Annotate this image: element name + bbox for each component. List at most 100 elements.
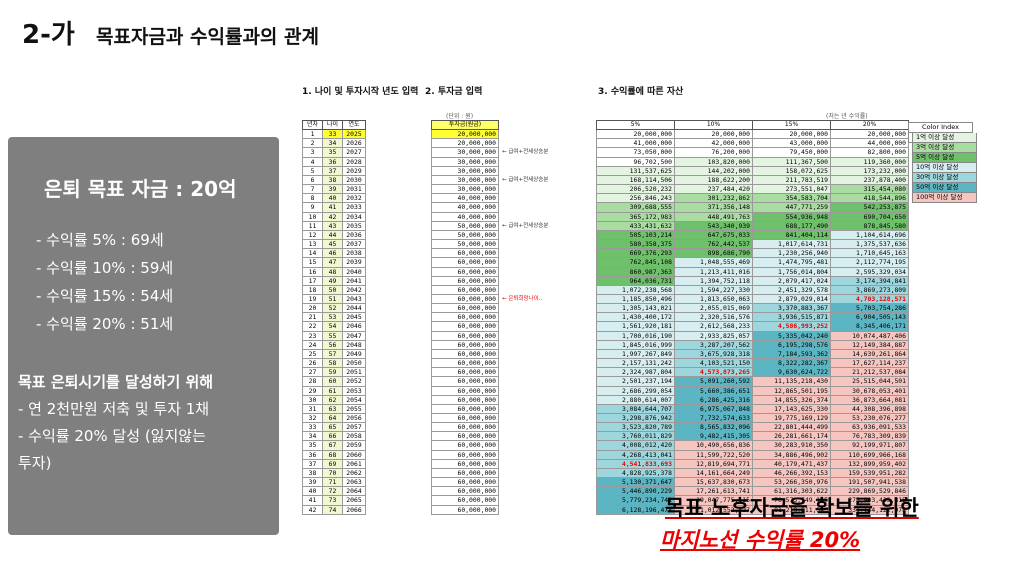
age-cell: 47 (322, 257, 343, 268)
investment-note: ← 급여+전세상승분 (502, 176, 549, 183)
col-header: 나이 (322, 119, 343, 131)
table-row: 60,000,000 (431, 303, 499, 314)
table-row: 60,000,000 (431, 257, 499, 268)
table-row: 40,000,000 (431, 211, 499, 222)
table-row: 60,000,000 (431, 248, 499, 259)
year-cell: 2041 (342, 275, 366, 286)
year-cell: 2059 (342, 440, 366, 451)
asset-cell: 4,586,993,252 (752, 321, 831, 332)
rate-line: - 수익률 15% : 54세 (36, 287, 174, 305)
year-index-cell: 16 (302, 266, 323, 277)
asset-cell: 44,000,000 (830, 138, 909, 149)
investment-cell: 60,000,000 (431, 339, 499, 350)
table-row: 5,446,890,229 17,261,613,741 61,316,303,62… (596, 486, 909, 497)
page-title: 목표자금과 수익률과의 관계 (96, 26, 319, 48)
table-row: 1,845,016,999 3,287,207,562 6,195,298,576 1… (596, 339, 909, 350)
asset-cell: 2,880,614,007 (596, 394, 675, 405)
asset-cell: 1,104,614,696 (830, 229, 909, 241)
asset-cell: 14,639,261,864 (830, 348, 909, 360)
year-index-cell: 25 (302, 348, 323, 360)
investment-cell: 60,000,000 (431, 330, 499, 341)
asset-cell: 82,800,000 (830, 147, 909, 158)
asset-cell: 21,212,537,084 (830, 367, 909, 378)
age-cell: 60 (322, 376, 343, 387)
year-index-cell: 5 (302, 165, 323, 176)
asset-cell: 433,431,632 (596, 220, 675, 231)
asset-cell: 418,544,896 (830, 193, 909, 204)
year-cell: 2054 (342, 394, 366, 405)
table-row: 1,997,267,849 3,675,928,318 7,184,593,362 1… (596, 348, 909, 360)
age-cell: 56 (322, 339, 343, 350)
asset-cell: 14,855,326,374 (752, 394, 831, 405)
table-row: 1,561,920,181 2,612,568,233 4,586,993,252 8… (596, 321, 909, 332)
table-row: 60,000,000 (431, 467, 499, 479)
investment-cell: 60,000,000 (431, 376, 499, 387)
unit-label: (단위 : 원) (446, 113, 474, 120)
asset-cell: 111,367,500 (752, 156, 831, 167)
conclusion-line-2: 마지노선 수익률 20% (660, 528, 861, 552)
table-row: 206,520,232 237,484,420 273,551,047 315,454… (596, 184, 909, 195)
age-cell: 50 (322, 284, 343, 295)
age-cell: 73 (322, 495, 343, 506)
section-number: 2-가 (22, 20, 75, 50)
asset-cell: 40,179,471,437 (752, 458, 831, 469)
age-cell: 72 (322, 486, 343, 497)
color-index-item: 3억 이상 달성 (912, 143, 977, 153)
asset-cell: 43,000,000 (752, 138, 831, 149)
year-index-cell: 30 (302, 394, 323, 405)
asset-cell: 762,442,537 (674, 239, 753, 250)
table-row: 60,000,000 (431, 412, 499, 424)
asset-cell: 8,345,406,171 (830, 321, 909, 332)
table-row: 29 61 2053 (302, 385, 366, 396)
asset-cell: 2,933,825,057 (674, 330, 753, 341)
year-cell: 2063 (342, 477, 366, 488)
table-row: 96,702,500 103,820,000 111,367,500 119,360,… (596, 156, 909, 167)
asset-cell: 301,232,862 (674, 193, 753, 204)
table-row: 60,000,000 (431, 266, 499, 277)
asset-cell: 229,869,529,846 (830, 486, 909, 497)
table-row: 60,000,000 (431, 293, 499, 305)
year-index-cell: 40 (302, 486, 323, 497)
asset-cell: 5,703,754,286 (830, 303, 909, 314)
asset-cell: 1,997,267,849 (596, 348, 675, 360)
asset-cell: 1,305,143,021 (596, 303, 675, 314)
investment-cell: 40,000,000 (431, 202, 499, 213)
asset-cell: 22,801,444,499 (752, 422, 831, 433)
table-row: 6,128,196,478 21,012,552,627 81,219,811,54… (596, 504, 909, 515)
investment-cell: 60,000,000 (431, 303, 499, 314)
table-row: 21 53 2045 (302, 312, 366, 323)
asset-cell: 1,048,555,469 (674, 257, 753, 268)
asset-cell: 275,903,435,815 (830, 495, 909, 506)
table-row: 8 40 2032 (302, 193, 366, 204)
table-row: 5,130,371,647 15,637,830,673 53,266,350,97… (596, 477, 909, 488)
year-index-cell: 18 (302, 284, 323, 295)
asset-cell: 2,501,237,194 (596, 376, 675, 387)
investment-cell: 60,000,000 (431, 248, 499, 259)
table-row: 60,000,000 (431, 348, 499, 360)
year-index-cell: 35 (302, 440, 323, 451)
asset-cell: 331,144,122,978 (830, 504, 909, 515)
asset-cell: 42,000,000 (674, 138, 753, 149)
year-cell: 2056 (342, 412, 366, 424)
asset-cell: 309,688,555 (596, 202, 675, 213)
table-row: 131,537,625 144,202,000 158,072,625 173,232… (596, 165, 909, 176)
retirement-goal: 은퇴 목표 자금 : 20억 (44, 177, 237, 201)
investment-cell: 60,000,000 (431, 394, 499, 405)
year-index-cell: 23 (302, 330, 323, 341)
asset-cell: 14,161,664,249 (674, 467, 753, 479)
year-index-cell: 32 (302, 412, 323, 424)
year-cell: 2060 (342, 449, 366, 460)
year-cell: 2055 (342, 403, 366, 415)
year-cell: 2045 (342, 312, 366, 323)
year-index-cell: 20 (302, 303, 323, 314)
table-row: 14 46 2038 (302, 248, 366, 259)
asset-cell: 191,507,941,538 (830, 477, 909, 488)
age-cell: 44 (322, 229, 343, 241)
asset-cell: 2,157,131,242 (596, 358, 675, 369)
asset-cell: 1,017,614,731 (752, 239, 831, 250)
asset-cell: 2,451,329,578 (752, 284, 831, 295)
color-index-title: Color Index (908, 122, 973, 133)
investment-cell: 50,000,000 (431, 229, 499, 241)
year-index-cell: 21 (302, 312, 323, 323)
table-row: 60,000,000 (431, 422, 499, 433)
